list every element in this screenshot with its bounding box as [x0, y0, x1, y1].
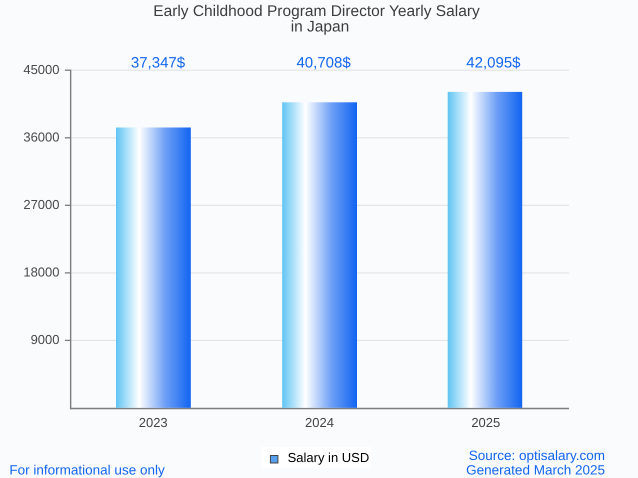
svg-text:in Japan: in Japan: [291, 19, 350, 36]
svg-text:37,347$: 37,347$: [131, 55, 186, 72]
svg-text:36000: 36000: [23, 130, 59, 145]
svg-text:40,708$: 40,708$: [296, 55, 351, 72]
svg-text:9000: 9000: [31, 332, 60, 347]
svg-text:2024: 2024: [305, 415, 334, 430]
svg-text:45000: 45000: [23, 62, 59, 77]
svg-text:For informational use only: For informational use only: [9, 462, 165, 477]
svg-text:27000: 27000: [23, 197, 59, 212]
svg-text:18000: 18000: [23, 265, 59, 280]
svg-text:Source: optisalary.com: Source: optisalary.com: [469, 448, 605, 463]
svg-text:2025: 2025: [471, 415, 500, 430]
svg-text:2023: 2023: [139, 415, 168, 430]
svg-text:Generated March 2025: Generated March 2025: [466, 462, 605, 477]
svg-text:42,095$: 42,095$: [466, 55, 521, 72]
svg-text:Salary in USD: Salary in USD: [288, 450, 370, 465]
svg-text:Early Childhood Program Direct: Early Childhood Program Director Yearly …: [153, 3, 480, 20]
